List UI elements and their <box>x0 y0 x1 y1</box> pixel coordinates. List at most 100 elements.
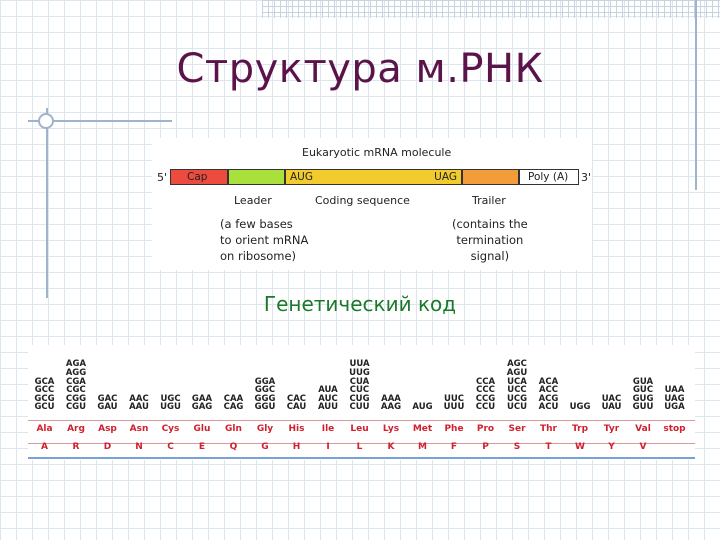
codon: GCG <box>34 393 55 404</box>
trailer-label: Trailer <box>472 194 506 207</box>
codon: UAG <box>664 393 685 404</box>
codon: CAG <box>223 402 244 413</box>
codon: CGU <box>65 402 87 413</box>
codon: GGC <box>254 385 276 396</box>
codon: UAA <box>664 385 685 396</box>
trailer-note-line: signal) <box>470 249 510 263</box>
trailer-note: (contains the termination signal) <box>452 216 528 264</box>
trailer-segment <box>462 169 519 185</box>
codon-column-pro: CCA CCC CCG CCU <box>469 345 502 415</box>
amino-acid-letter: G <box>261 442 269 452</box>
amino-acid-abbr: Ile <box>321 424 335 434</box>
codon: GAA <box>191 393 213 404</box>
codon: AUG <box>412 402 433 413</box>
codon: AGU <box>506 368 528 378</box>
amino-acid-letter: L <box>356 442 363 452</box>
codon: CAU <box>286 402 307 413</box>
amino-acid-abbr: Tyr <box>603 424 620 434</box>
amino-acid-letter: E <box>198 442 206 452</box>
codon: CCG <box>475 393 496 404</box>
amino-acid-abbr: Leu <box>350 424 369 434</box>
codon: GCC <box>34 385 55 396</box>
amino-acid-letter: Q <box>229 442 238 452</box>
amino-acid-abbr: Asp <box>98 424 117 434</box>
codon-column-asp: GAC GAU <box>91 345 124 415</box>
codon: GUG <box>632 393 654 404</box>
amino-acid-abbr: Phe <box>444 424 464 434</box>
amino-acid-abbr: Pro <box>476 424 495 434</box>
codon: AUC <box>318 393 338 404</box>
codon: GAG <box>191 402 213 413</box>
amino-acid-abbr: Lys <box>382 424 400 434</box>
codon: CAA <box>223 393 244 404</box>
codon-column-ile: AUA AUC AUU <box>312 345 345 415</box>
amino-acid-letter: S <box>513 442 521 452</box>
amino-acid-abbr: Arg <box>67 424 85 434</box>
codon: GUA <box>632 376 654 387</box>
amino-acid-abbr: Met <box>412 424 433 434</box>
leader-note-line: (a few bases <box>220 217 293 231</box>
codon: ACC <box>538 385 559 396</box>
codon: ACG <box>538 393 559 404</box>
amino-acid-abbr: Ser <box>508 424 526 434</box>
codon: CCC <box>476 385 495 396</box>
codon: ACU <box>538 402 559 413</box>
codon-column-ala: GCA GCC GCG GCU <box>28 345 61 415</box>
three-prime-label: 3' <box>581 171 592 184</box>
codon: CUA <box>349 376 370 387</box>
codon-column-phe: UUC UUU <box>438 345 471 415</box>
leader-segment <box>228 169 285 185</box>
codon: UUG <box>349 368 370 378</box>
codon: UUA <box>349 359 370 370</box>
codon-column-arg: AGA AGG CGA CGC CGG CGU <box>60 345 93 415</box>
codon-column-lys: AAA AAG <box>375 345 408 415</box>
codon: UGA <box>664 402 685 413</box>
amino-acid-abbr: Thr <box>540 424 557 434</box>
start-codon-label: AUG <box>290 171 314 183</box>
amino-acid-letter: N <box>135 442 143 452</box>
codon: UCU <box>506 402 528 413</box>
slide-subtitle: Генетический код <box>263 292 457 316</box>
codon: AGC <box>507 359 527 370</box>
codon: CAC <box>286 393 307 404</box>
codon-column-cys: UGC UGU <box>154 345 187 415</box>
amino-acid-abbr: Ala <box>36 424 53 434</box>
amino-acid-abbr: Cys <box>161 424 180 434</box>
amino-acid-letter: H <box>292 442 301 452</box>
codon: CUU <box>349 402 370 413</box>
decor-ring-icon <box>38 113 54 129</box>
codon: AGG <box>65 368 87 378</box>
decor-horizontal-line <box>28 120 172 122</box>
codon-column-trp: UGG <box>564 345 597 415</box>
amino-acid-band <box>28 420 695 444</box>
amino-acid-rule <box>28 457 695 459</box>
codon: UCC <box>507 385 527 396</box>
slide-title: Структура м.РНК <box>176 46 544 92</box>
genetic-code-table: GCA GCC GCG GCU Ala A AGA AGG CGA CGC CGG CGU Arg R GA… <box>28 345 695 460</box>
mrna-figure: Eukaryotic mRNA molecule 5' Cap AUG UAG … <box>152 138 592 270</box>
amino-acid-letter: A <box>41 442 48 452</box>
amino-acid-letter: R <box>72 442 80 452</box>
codon: CUC <box>349 385 370 396</box>
codon: AGA <box>65 359 87 370</box>
leader-note-line: on ribosome) <box>220 249 297 263</box>
coding-segment: AUG UAG <box>285 169 462 185</box>
codon-column-gly: GGA GGC GGG GGU <box>249 345 282 415</box>
amino-acid-letter: C <box>167 442 174 452</box>
amino-acid-letter: P <box>482 442 489 452</box>
codon: AAC <box>129 393 149 404</box>
corner-grid-decoration <box>262 0 720 18</box>
codon: CGC <box>66 385 86 396</box>
codon: GUC <box>632 385 654 396</box>
amino-acid-letter: K <box>387 442 395 452</box>
amino-acid-abbr: Glu <box>193 424 211 434</box>
coding-sequence-label: Coding sequence <box>315 194 410 207</box>
codon: UUC <box>443 393 465 404</box>
codon-column-met: AUG <box>406 345 439 415</box>
codon: CUG <box>349 393 370 404</box>
codon: AUU <box>317 402 339 413</box>
codon: UUU <box>443 402 465 413</box>
codon: CGG <box>65 393 87 404</box>
trailer-note-line: (contains the <box>452 217 528 231</box>
poly-a-segment: Poly (A) <box>519 169 579 185</box>
